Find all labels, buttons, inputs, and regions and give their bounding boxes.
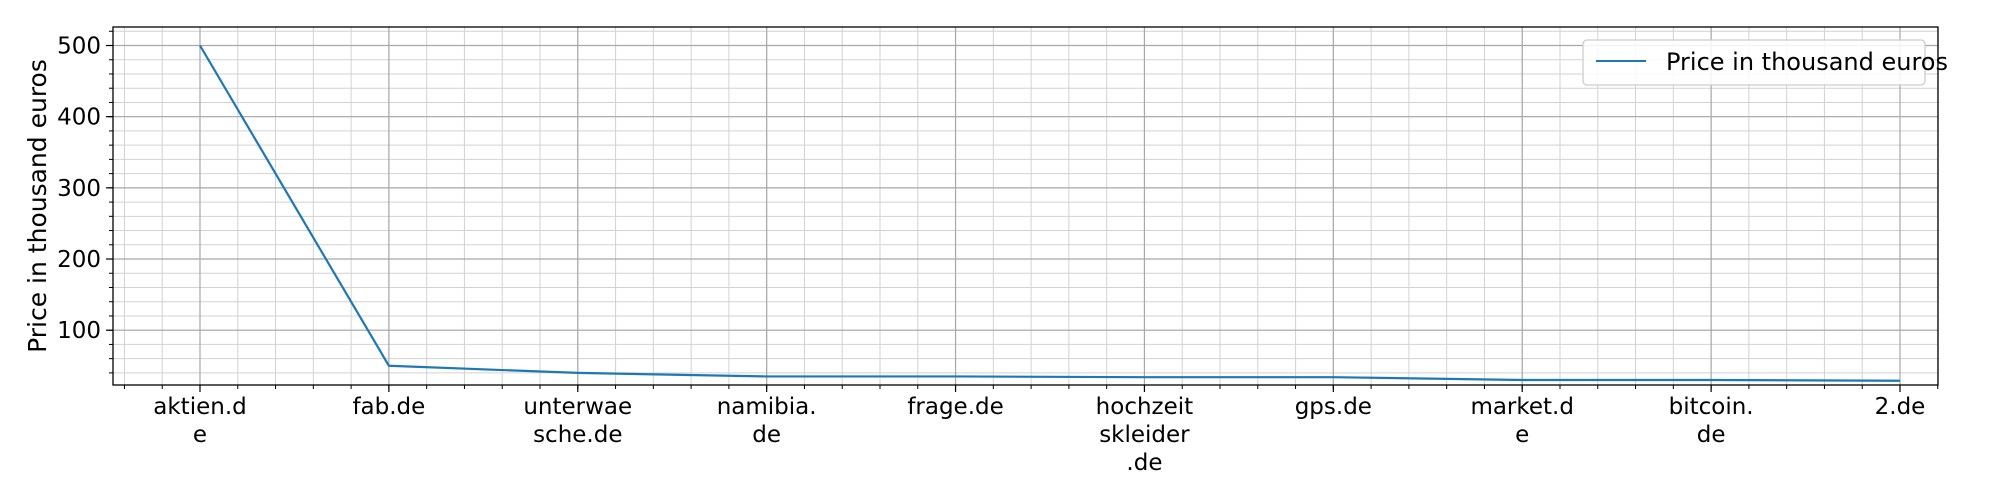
legend: Price in thousand euros (1582, 39, 1948, 86)
legend-box (1582, 39, 1926, 86)
x-tick-label: fab.de (352, 394, 425, 420)
y-tick-label: 300 (57, 176, 101, 202)
plot-frame (112, 26, 1939, 386)
y-tick-label: 200 (57, 247, 101, 273)
series-line-0 (199, 44, 1901, 382)
y-axis-title: Price in thousand euros (23, 59, 52, 353)
x-tick-label: unterwae sche.de (523, 394, 632, 448)
x-tick-label: hochzeit skleider .de (1096, 394, 1194, 476)
y-tick-labels: 100 200 300 400 500 (57, 34, 101, 345)
legend-entry-label: Price in thousand euros (1666, 48, 1948, 76)
x-tick-label: namibia. de (717, 394, 817, 448)
x-tick-label: gps.de (1295, 394, 1372, 420)
series-lines (199, 44, 1901, 382)
x-tick-label: aktien.d e (153, 394, 246, 448)
y-tick-label: 500 (57, 34, 101, 60)
y-tick-label: 100 (57, 318, 101, 344)
axis-ticks (106, 30, 1939, 392)
x-tick-label: bitcoin. de (1669, 394, 1754, 448)
x-tick-labels: aktien.d e fab.de unterwae sche.de namibia. de… (153, 394, 1925, 476)
x-tick-label: 2.de (1875, 394, 1926, 420)
x-tick-label: frage.de (907, 394, 1003, 420)
x-tick-label: market.d e (1470, 394, 1574, 448)
grid-lines (113, 27, 1939, 385)
y-tick-label: 400 (57, 105, 101, 131)
